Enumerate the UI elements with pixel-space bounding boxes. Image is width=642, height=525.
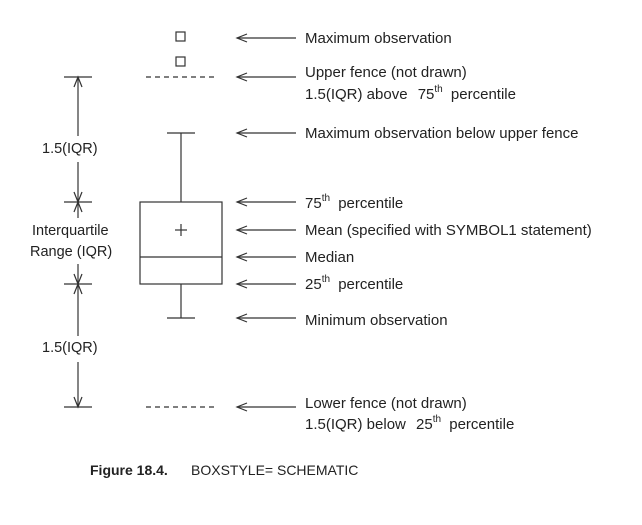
iqr-label-line2: Range (IQR) <box>30 244 112 260</box>
left-range-markers <box>64 75 92 409</box>
mean-plus-marker-icon <box>175 224 187 236</box>
outlier-square-icon <box>175 31 186 42</box>
median-label: Median <box>305 249 354 266</box>
lower-fence-label-line2: 1.5(IQR) below 25th percentile <box>305 409 514 433</box>
mean-label: Mean (specified with SYMBOL1 statement) <box>305 222 592 239</box>
figure-caption-number: Figure 18.4. <box>90 462 168 478</box>
p75-label: 75th percentile <box>305 188 403 212</box>
max-below-fence-label: Maximum observation below upper fence <box>305 125 578 142</box>
min-observation-label: Minimum observation <box>305 312 448 329</box>
pointer-arrows <box>235 33 296 412</box>
lower-iqr-range-label: 1.5(IQR) <box>42 340 98 356</box>
iqr-box <box>139 201 223 285</box>
lower-fence-label-line1: Lower fence (not drawn) <box>305 395 467 412</box>
iqr-label-line1: Interquartile <box>32 223 109 239</box>
upper-fence-label-line1: Upper fence (not drawn) <box>305 64 467 81</box>
figure-caption-text: BOXSTYLE= SCHEMATIC <box>191 462 358 478</box>
upper-fence-label-line2: 1.5(IQR) above 75th percentile <box>305 79 516 103</box>
max-observation-label: Maximum observation <box>305 30 452 47</box>
outlier-square-icon <box>175 56 186 67</box>
upper-iqr-range-label: 1.5(IQR) <box>42 141 98 157</box>
p25-label: 25th percentile <box>305 269 403 293</box>
